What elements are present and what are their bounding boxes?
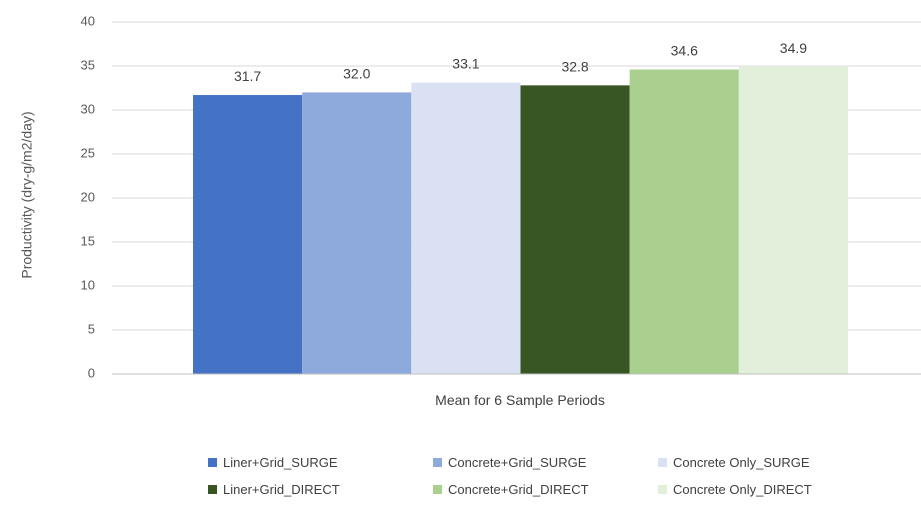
y-tick-label: 20 bbox=[81, 189, 95, 204]
y-tick-label: 0 bbox=[88, 365, 95, 380]
y-tick-label: 40 bbox=[81, 13, 95, 28]
bar-concrete-grid-direct bbox=[629, 69, 739, 375]
data-label: 31.7 bbox=[234, 68, 261, 84]
data-label: 34.9 bbox=[780, 40, 807, 56]
y-tick-label: 25 bbox=[81, 145, 95, 160]
legend-swatch bbox=[433, 485, 442, 494]
legend-label: Concrete+Grid_SURGE bbox=[448, 455, 587, 470]
legend-swatch bbox=[658, 458, 667, 467]
legend: Liner+Grid_SURGE Concrete+Grid_SURGE Concr… bbox=[208, 455, 908, 497]
y-tick-label: 10 bbox=[81, 277, 95, 292]
legend-item: Concrete Only_DIRECT bbox=[658, 482, 883, 497]
legend-label: Liner+Grid_DIRECT bbox=[223, 482, 340, 497]
data-label: 32.8 bbox=[561, 58, 588, 74]
legend-swatch bbox=[433, 458, 442, 467]
bar-concrete-only-direct bbox=[738, 66, 848, 374]
y-tick-label: 15 bbox=[81, 233, 95, 248]
y-axis-label: Productivity (dry-g/m2/day) bbox=[19, 111, 35, 278]
bar-concrete-grid-surge bbox=[302, 92, 412, 375]
legend-item: Liner+Grid_DIRECT bbox=[208, 482, 433, 497]
bar-liner-grid-surge bbox=[193, 95, 303, 374]
legend-label: Concrete Only_SURGE bbox=[673, 455, 810, 470]
legend-item: Concrete Only_SURGE bbox=[658, 455, 883, 470]
bar-liner-grid-direct bbox=[520, 85, 630, 375]
data-labels: 31.7 32.0 33.1 32.8 34.6 34.9 bbox=[234, 40, 807, 84]
bars bbox=[193, 66, 848, 375]
legend-label: Concrete+Grid_DIRECT bbox=[448, 482, 589, 497]
legend-swatch bbox=[208, 458, 217, 467]
legend-swatch bbox=[208, 485, 217, 494]
y-tick-label: 35 bbox=[81, 57, 95, 72]
data-label: 34.6 bbox=[671, 43, 698, 59]
legend-label: Liner+Grid_SURGE bbox=[223, 455, 338, 470]
bar-concrete-only-surge bbox=[411, 82, 521, 374]
legend-swatch bbox=[658, 485, 667, 494]
legend-label: Concrete Only_DIRECT bbox=[673, 482, 812, 497]
data-label: 33.1 bbox=[452, 56, 479, 72]
y-tick-label: 30 bbox=[81, 101, 95, 116]
y-axis-ticks: 0 5 10 15 20 25 30 35 40 bbox=[81, 13, 95, 380]
legend-item: Concrete+Grid_DIRECT bbox=[433, 482, 658, 497]
data-label: 32.0 bbox=[343, 65, 370, 81]
legend-item: Concrete+Grid_SURGE bbox=[433, 455, 658, 470]
y-tick-label: 5 bbox=[88, 321, 95, 336]
legend-item: Liner+Grid_SURGE bbox=[208, 455, 433, 470]
x-axis-category-label: Mean for 6 Sample Periods bbox=[435, 392, 605, 408]
